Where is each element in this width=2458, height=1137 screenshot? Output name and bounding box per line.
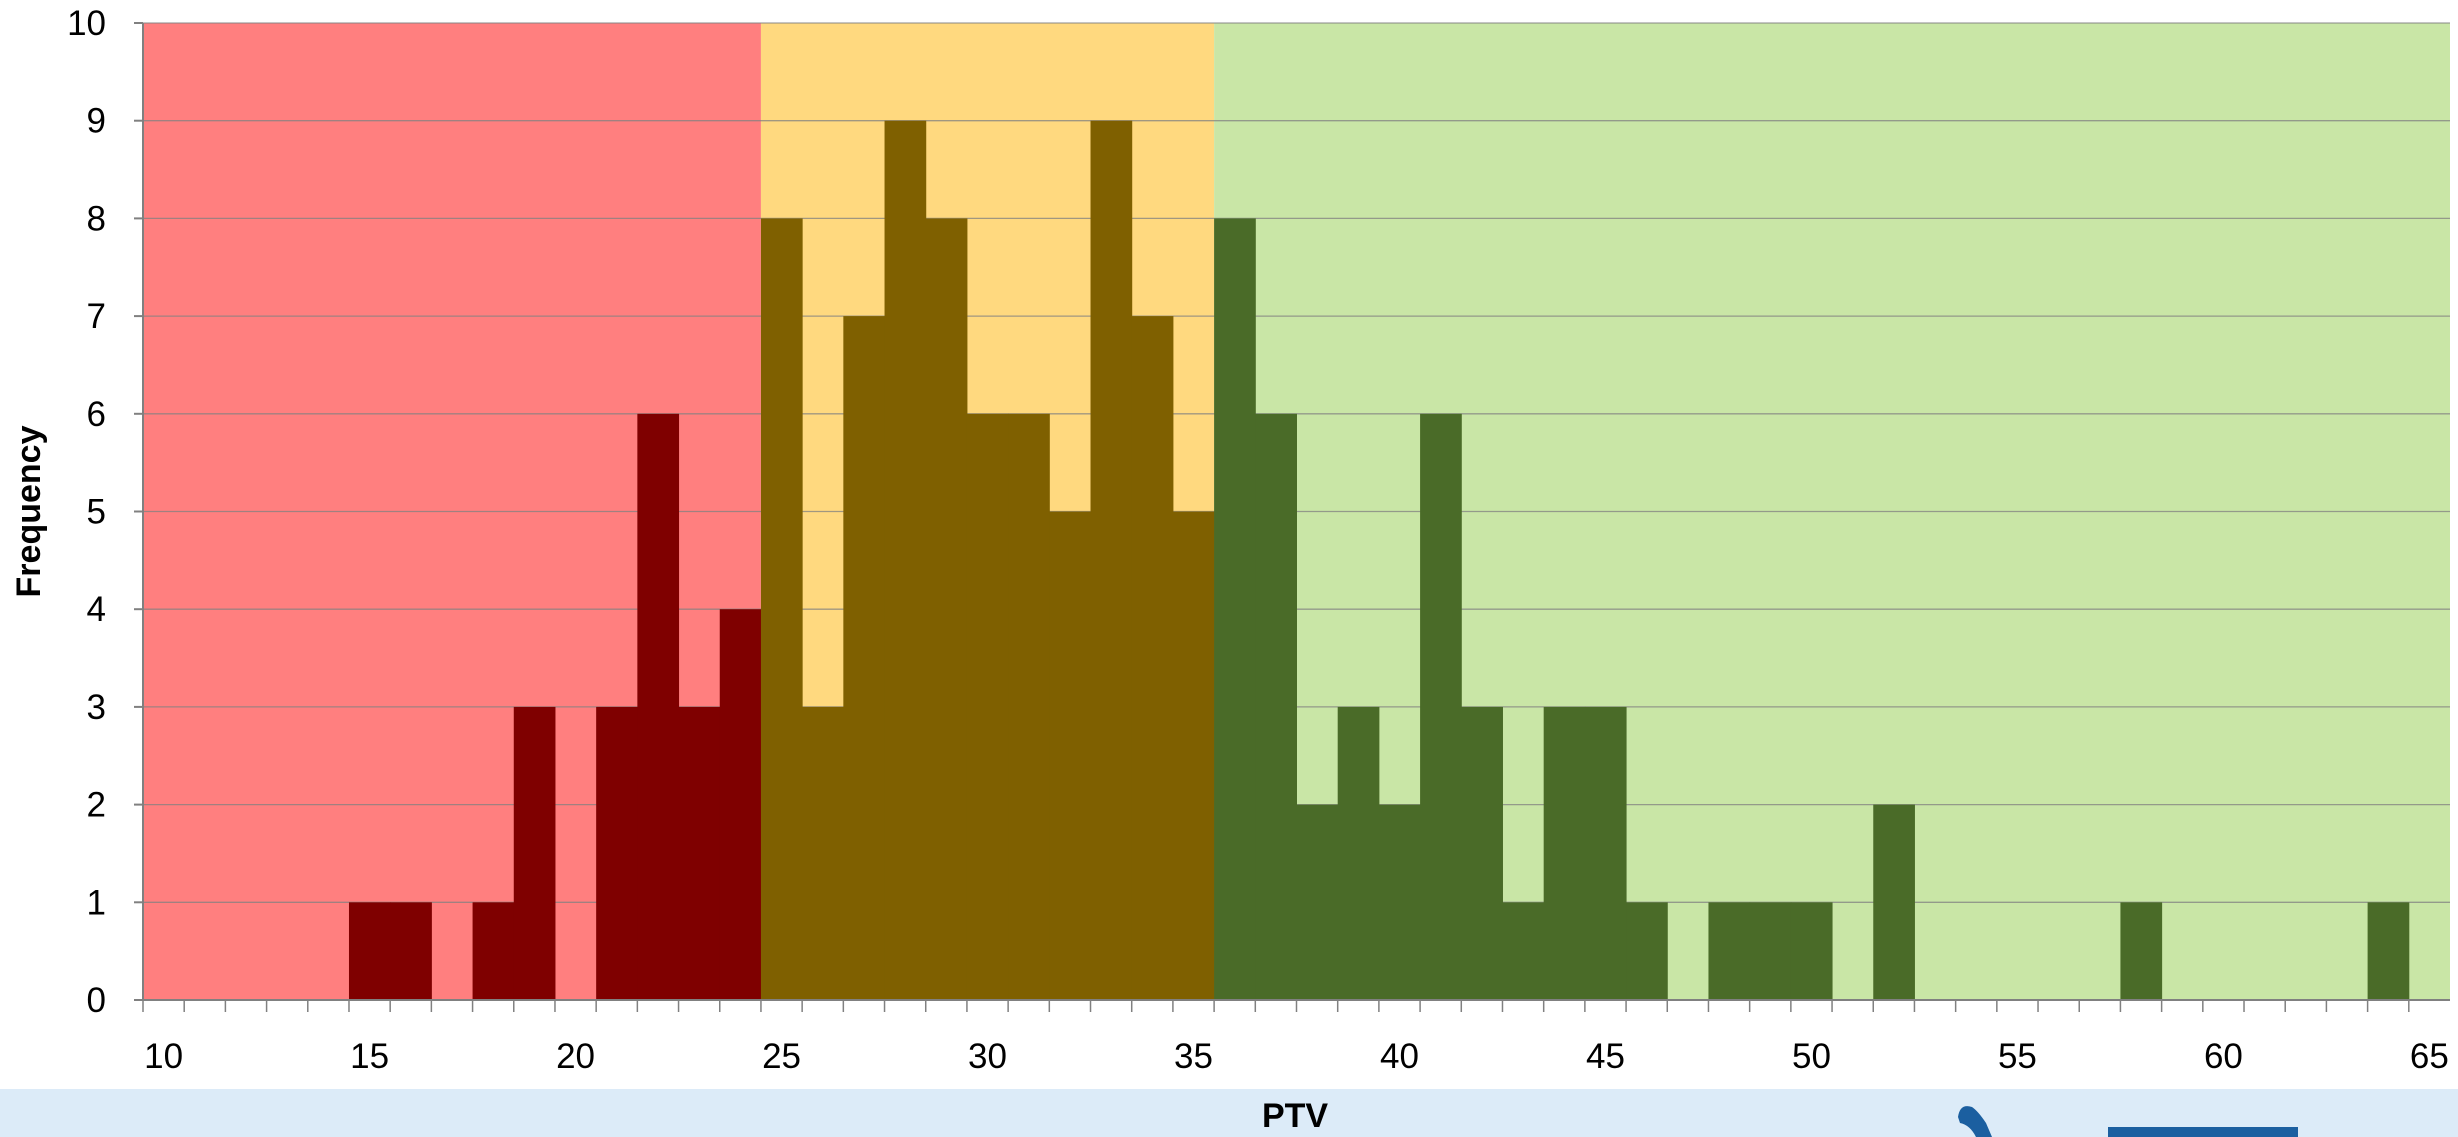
x-tick-label-10: 10 bbox=[144, 1037, 183, 1076]
bar-49 bbox=[1749, 902, 1792, 1000]
x-tick-label-30: 30 bbox=[968, 1037, 1007, 1076]
bar-64 bbox=[2367, 902, 2410, 1000]
bar-41 bbox=[1420, 413, 1462, 1000]
bar-23 bbox=[678, 706, 721, 1000]
y-tick-label-6: 6 bbox=[87, 395, 106, 434]
x-tick-label-20: 20 bbox=[556, 1037, 595, 1076]
bar-15 bbox=[348, 902, 391, 1000]
bar-44 bbox=[1543, 706, 1586, 1000]
footer-band: PTV bbox=[0, 1089, 2458, 1137]
bar-24 bbox=[719, 609, 762, 1000]
bar-26 bbox=[802, 706, 844, 1000]
bar-33 bbox=[1090, 120, 1133, 1000]
x-tick-label-35: 35 bbox=[1174, 1037, 1213, 1076]
y-axis-title: Frequency bbox=[10, 425, 48, 597]
bar-19 bbox=[513, 706, 556, 1000]
y-tick-labels: 0 1 2 3 4 5 6 7 8 9 10 bbox=[67, 4, 106, 1020]
bar-32 bbox=[1049, 511, 1092, 1000]
bar-35 bbox=[1172, 511, 1215, 1000]
bar-43 bbox=[1502, 902, 1545, 1000]
x-axis-title: PTV bbox=[1262, 1097, 1328, 1135]
logo-swoosh-icon bbox=[1958, 1106, 1992, 1137]
bar-34 bbox=[1131, 316, 1174, 1001]
y-tick-label-5: 5 bbox=[87, 493, 106, 532]
bar-30 bbox=[966, 413, 1009, 1000]
footer-svg: PTV bbox=[1262, 1097, 2298, 1137]
bar-45 bbox=[1584, 706, 1627, 1000]
bar-22 bbox=[637, 413, 680, 1000]
bar-21 bbox=[596, 706, 638, 1000]
x-tick-label-65: 65 bbox=[2410, 1037, 2449, 1076]
y-tick-label-3: 3 bbox=[87, 688, 106, 727]
logo-text-fragment bbox=[2108, 1127, 2298, 1137]
x-tick-label-55: 55 bbox=[1998, 1037, 2037, 1076]
bar-50 bbox=[1790, 902, 1833, 1000]
y-tick-label-8: 8 bbox=[87, 199, 106, 238]
x-tick-label-15: 15 bbox=[350, 1037, 389, 1076]
x-tick-label-50: 50 bbox=[1792, 1037, 1831, 1076]
x-tick-label-45: 45 bbox=[1586, 1037, 1625, 1076]
bar-16 bbox=[390, 902, 432, 1000]
bar-25 bbox=[760, 218, 803, 1000]
bar-27 bbox=[843, 316, 886, 1001]
y-tick-label-2: 2 bbox=[87, 786, 106, 825]
y-tick-label-9: 9 bbox=[87, 102, 106, 141]
bar-36 bbox=[1214, 218, 1256, 1000]
bar-52 bbox=[1873, 804, 1915, 1000]
bar-37 bbox=[1255, 413, 1297, 1000]
bar-39 bbox=[1337, 706, 1380, 1000]
y-tick-label-0: 0 bbox=[87, 981, 106, 1020]
y-tick-label-4: 4 bbox=[87, 590, 106, 629]
y-tick-label-10: 10 bbox=[67, 4, 106, 43]
x-tick-label-60: 60 bbox=[2204, 1037, 2243, 1076]
bars bbox=[348, 120, 2410, 1001]
bar-18 bbox=[472, 902, 515, 1000]
bar-29 bbox=[925, 218, 968, 1000]
bar-31 bbox=[1008, 413, 1050, 1000]
logo-mark bbox=[1958, 1106, 2298, 1137]
bar-46 bbox=[1626, 902, 1668, 1000]
x-tick-label-25: 25 bbox=[762, 1037, 801, 1076]
bar-42 bbox=[1461, 706, 1503, 1000]
bar-38 bbox=[1296, 804, 1339, 1000]
y-tick-label-7: 7 bbox=[87, 297, 106, 336]
y-tick-label-1: 1 bbox=[87, 883, 106, 922]
axes bbox=[134, 22, 2450, 1012]
x-tick-label-40: 40 bbox=[1380, 1037, 1419, 1076]
bar-40 bbox=[1378, 804, 1421, 1000]
bar-58 bbox=[2120, 902, 2163, 1000]
bar-48 bbox=[1708, 902, 1751, 1000]
x-tick-labels: 10 15 20 25 30 35 40 45 50 55 60 65 bbox=[144, 1037, 2449, 1076]
bar-28 bbox=[884, 120, 927, 1000]
